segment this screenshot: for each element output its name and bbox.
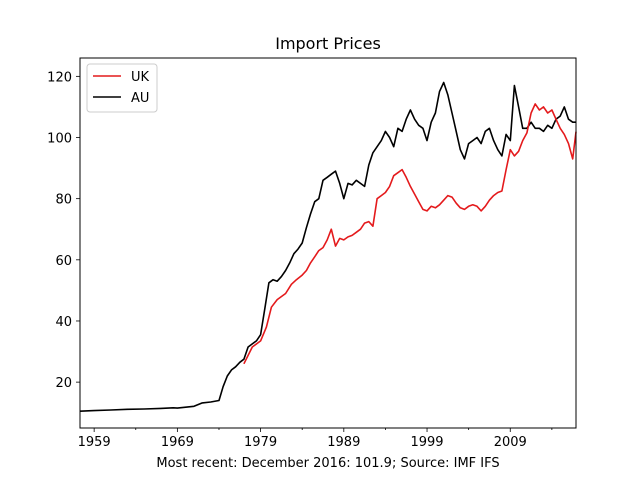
y-tick-label: 60	[55, 254, 72, 269]
x-tick-label: 1989	[327, 435, 360, 450]
x-tick-label: 1969	[161, 435, 194, 450]
x-tick-label: 2009	[494, 435, 527, 450]
y-axis: 20 40 60 80 100 120	[47, 70, 80, 391]
y-tick-label: 80	[55, 193, 72, 208]
series-line-au	[79, 81, 576, 412]
series-line-uk	[243, 103, 577, 365]
legend-label-uk: UK	[131, 70, 150, 85]
y-tick-label: 120	[47, 70, 72, 85]
y-tick-label: 100	[47, 132, 72, 147]
x-axis: 1959 1969 1979 1989 1999 2009	[78, 428, 553, 450]
legend-label-au: AU	[131, 91, 149, 106]
x-tick-label: 1999	[410, 435, 443, 450]
legend: UK AU	[86, 63, 158, 113]
x-tick-label: 1959	[78, 435, 111, 450]
x-axis-label: Most recent: December 2016: 101.9; Sourc…	[156, 456, 499, 471]
chart-title: Import Prices	[275, 34, 381, 53]
y-tick-label: 20	[55, 376, 72, 391]
x-tick-label: 1979	[244, 435, 277, 450]
plot-lines	[79, 81, 577, 412]
y-tick-label: 40	[55, 315, 72, 330]
plot-frame	[79, 57, 577, 429]
